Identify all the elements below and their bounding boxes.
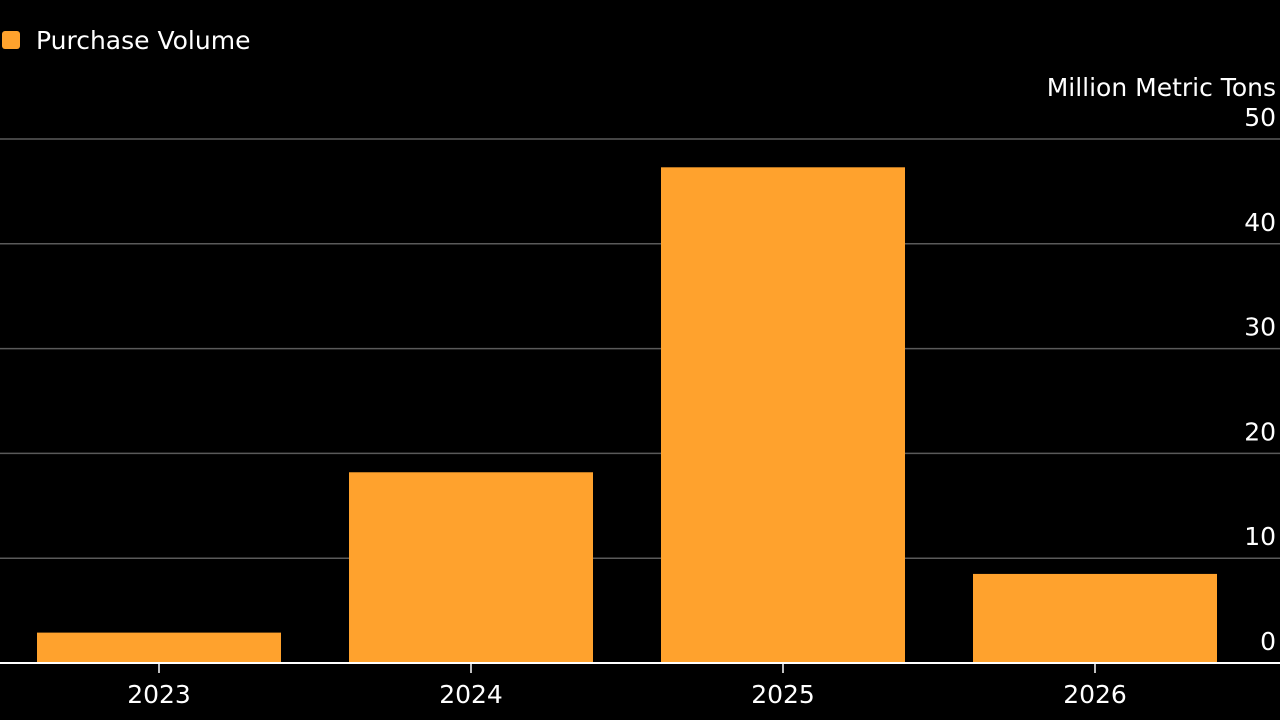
y-axis: 0 10 20 30 40 50 (1244, 103, 1276, 656)
grid-lines (0, 138, 1280, 559)
bar-2023 (37, 632, 281, 663)
y-tick-label-10: 10 (1244, 522, 1276, 551)
y-tick-label-40: 40 (1244, 208, 1276, 237)
bar-2024 (349, 472, 593, 663)
legend: Purchase Volume (2, 24, 250, 56)
bar-2025 (661, 167, 905, 663)
y-tick-label-0: 0 (1260, 627, 1276, 656)
y-tick-label-20: 20 (1244, 417, 1276, 446)
x-tick-label-2024: 2024 (439, 680, 503, 709)
bars (37, 167, 1217, 663)
x-axis: 2023 2024 2025 2026 (127, 663, 1127, 709)
y-tick-label-30: 30 (1244, 313, 1276, 342)
bar-2026 (973, 573, 1217, 663)
x-tick-label-2026: 2026 (1063, 680, 1127, 709)
x-tick-label-2025: 2025 (751, 680, 815, 709)
y-axis-unit-label: Million Metric Tons (1047, 73, 1276, 102)
legend-label: Purchase Volume (36, 25, 251, 55)
x-tick-label-2023: 2023 (127, 680, 191, 709)
y-tick-label-50: 50 (1244, 103, 1276, 132)
legend-swatch (2, 31, 20, 49)
